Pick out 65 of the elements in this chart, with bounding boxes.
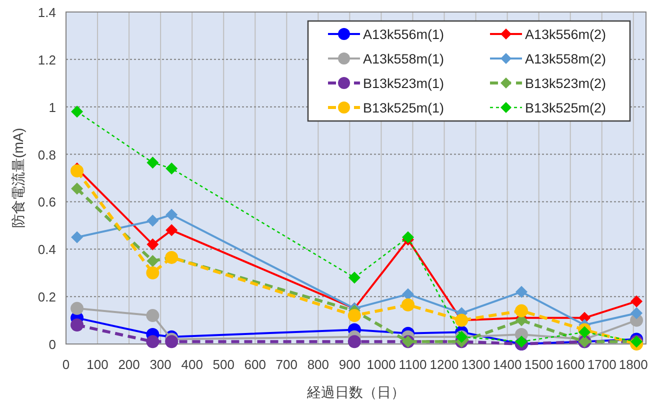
y-axis-title: 防食電流量(mA) bbox=[10, 128, 26, 228]
x-tick-label: 300 bbox=[150, 357, 172, 372]
x-tick-label: 1100 bbox=[398, 357, 427, 372]
point bbox=[348, 272, 360, 284]
x-tick-label: 0 bbox=[62, 357, 70, 372]
point bbox=[578, 326, 591, 338]
legend-label: A13k556m(1) bbox=[363, 27, 444, 42]
y-tick-label: 0.4 bbox=[38, 242, 56, 258]
x-tick-label: 700 bbox=[276, 357, 298, 372]
x-tick-label: 1800 bbox=[618, 357, 648, 372]
point bbox=[71, 231, 84, 244]
legend-label: B13k523m(1) bbox=[363, 76, 444, 91]
point bbox=[70, 302, 84, 315]
point bbox=[348, 335, 361, 348]
legend-label: A13k558m(2) bbox=[525, 52, 606, 66]
point bbox=[146, 255, 159, 267]
point bbox=[514, 304, 528, 318]
point bbox=[630, 295, 643, 308]
point bbox=[146, 156, 159, 169]
legend-label: B13k525m(1) bbox=[363, 100, 444, 116]
point bbox=[146, 309, 160, 322]
point bbox=[515, 286, 528, 298]
point bbox=[166, 224, 178, 236]
x-tick-label: 1700 bbox=[587, 357, 616, 372]
point bbox=[146, 335, 160, 348]
x-tick-label: 900 bbox=[338, 357, 361, 372]
point bbox=[166, 208, 178, 221]
x-tick-label: 1200 bbox=[430, 357, 459, 372]
y-tick-label: 0.6 bbox=[38, 194, 56, 210]
point bbox=[146, 238, 159, 250]
x-tick-label: 800 bbox=[307, 357, 330, 372]
point bbox=[402, 298, 415, 312]
point bbox=[402, 231, 414, 244]
point bbox=[146, 214, 159, 227]
y-tick-label: 0 bbox=[48, 337, 56, 352]
y-tick-label: 1.4 bbox=[38, 5, 56, 20]
x-tick-label: 500 bbox=[212, 357, 234, 372]
x-tick-label: 1000 bbox=[366, 357, 396, 372]
x-tick-label: 1400 bbox=[492, 357, 522, 372]
y-tick-label: 0.2 bbox=[38, 290, 56, 305]
point bbox=[70, 164, 84, 178]
point bbox=[71, 106, 84, 118]
x-axis-title: 経過日数（日） bbox=[306, 384, 405, 400]
legend-label: A13k556m(2) bbox=[525, 27, 606, 42]
point bbox=[146, 266, 160, 280]
x-tick-label: 200 bbox=[118, 357, 140, 372]
x-tick-label: 600 bbox=[244, 357, 266, 372]
y-tick-label: 1 bbox=[48, 100, 56, 115]
point bbox=[166, 162, 178, 175]
legend-label: B13k523m(2) bbox=[525, 76, 606, 91]
y-tick-label: 1.2 bbox=[38, 52, 56, 68]
x-tick-label: 1500 bbox=[524, 357, 554, 372]
x-tick-label: 100 bbox=[86, 357, 108, 372]
point bbox=[348, 309, 361, 322]
point bbox=[515, 336, 528, 348]
point bbox=[630, 307, 643, 320]
x-tick-label: 1300 bbox=[461, 357, 490, 372]
x-tick-label: 400 bbox=[181, 357, 203, 372]
point bbox=[70, 318, 84, 332]
legend-label: A13k558m(1) bbox=[363, 52, 444, 66]
point bbox=[71, 182, 84, 195]
point bbox=[165, 335, 178, 348]
legend-label: B13k525m(2) bbox=[525, 100, 606, 116]
x-tick-label: 1600 bbox=[556, 357, 585, 372]
y-tick-label: 0.8 bbox=[38, 147, 56, 162]
